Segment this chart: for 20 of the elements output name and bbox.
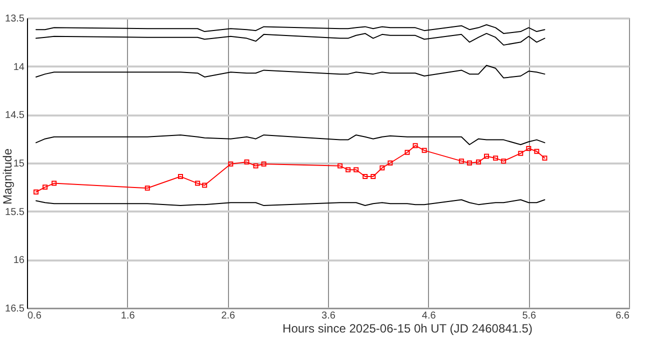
y-tick-label: 16 xyxy=(13,255,25,266)
x-tick-label: 3.6 xyxy=(322,310,336,322)
x-tick-label: 2.6 xyxy=(221,310,236,322)
y-tick-label: 14.5 xyxy=(5,110,25,122)
y-tick-label: 16.5 xyxy=(5,304,25,314)
y-tick-label: 15.5 xyxy=(5,206,25,218)
line-series xyxy=(36,134,546,146)
x-tick-label: 0.6 xyxy=(28,310,42,322)
x-tick-label: 4.6 xyxy=(422,310,436,322)
y-tick-label: 14 xyxy=(13,62,25,73)
y-axis-title: Magnitude xyxy=(0,148,14,205)
x-tick-label: 6.6 xyxy=(616,310,630,322)
y-tick-label: 15 xyxy=(13,158,25,170)
y-tick-label: 13.5 xyxy=(5,14,25,24)
x-axis-title: Hours since 2025-06-15 0h UT (JD 2460841.5) xyxy=(282,322,532,336)
line-series xyxy=(36,64,546,78)
line-series xyxy=(36,24,546,34)
line-series xyxy=(36,32,546,46)
x-tick-label: 1.6 xyxy=(120,310,136,322)
x-tick-label: 5.6 xyxy=(522,310,537,322)
